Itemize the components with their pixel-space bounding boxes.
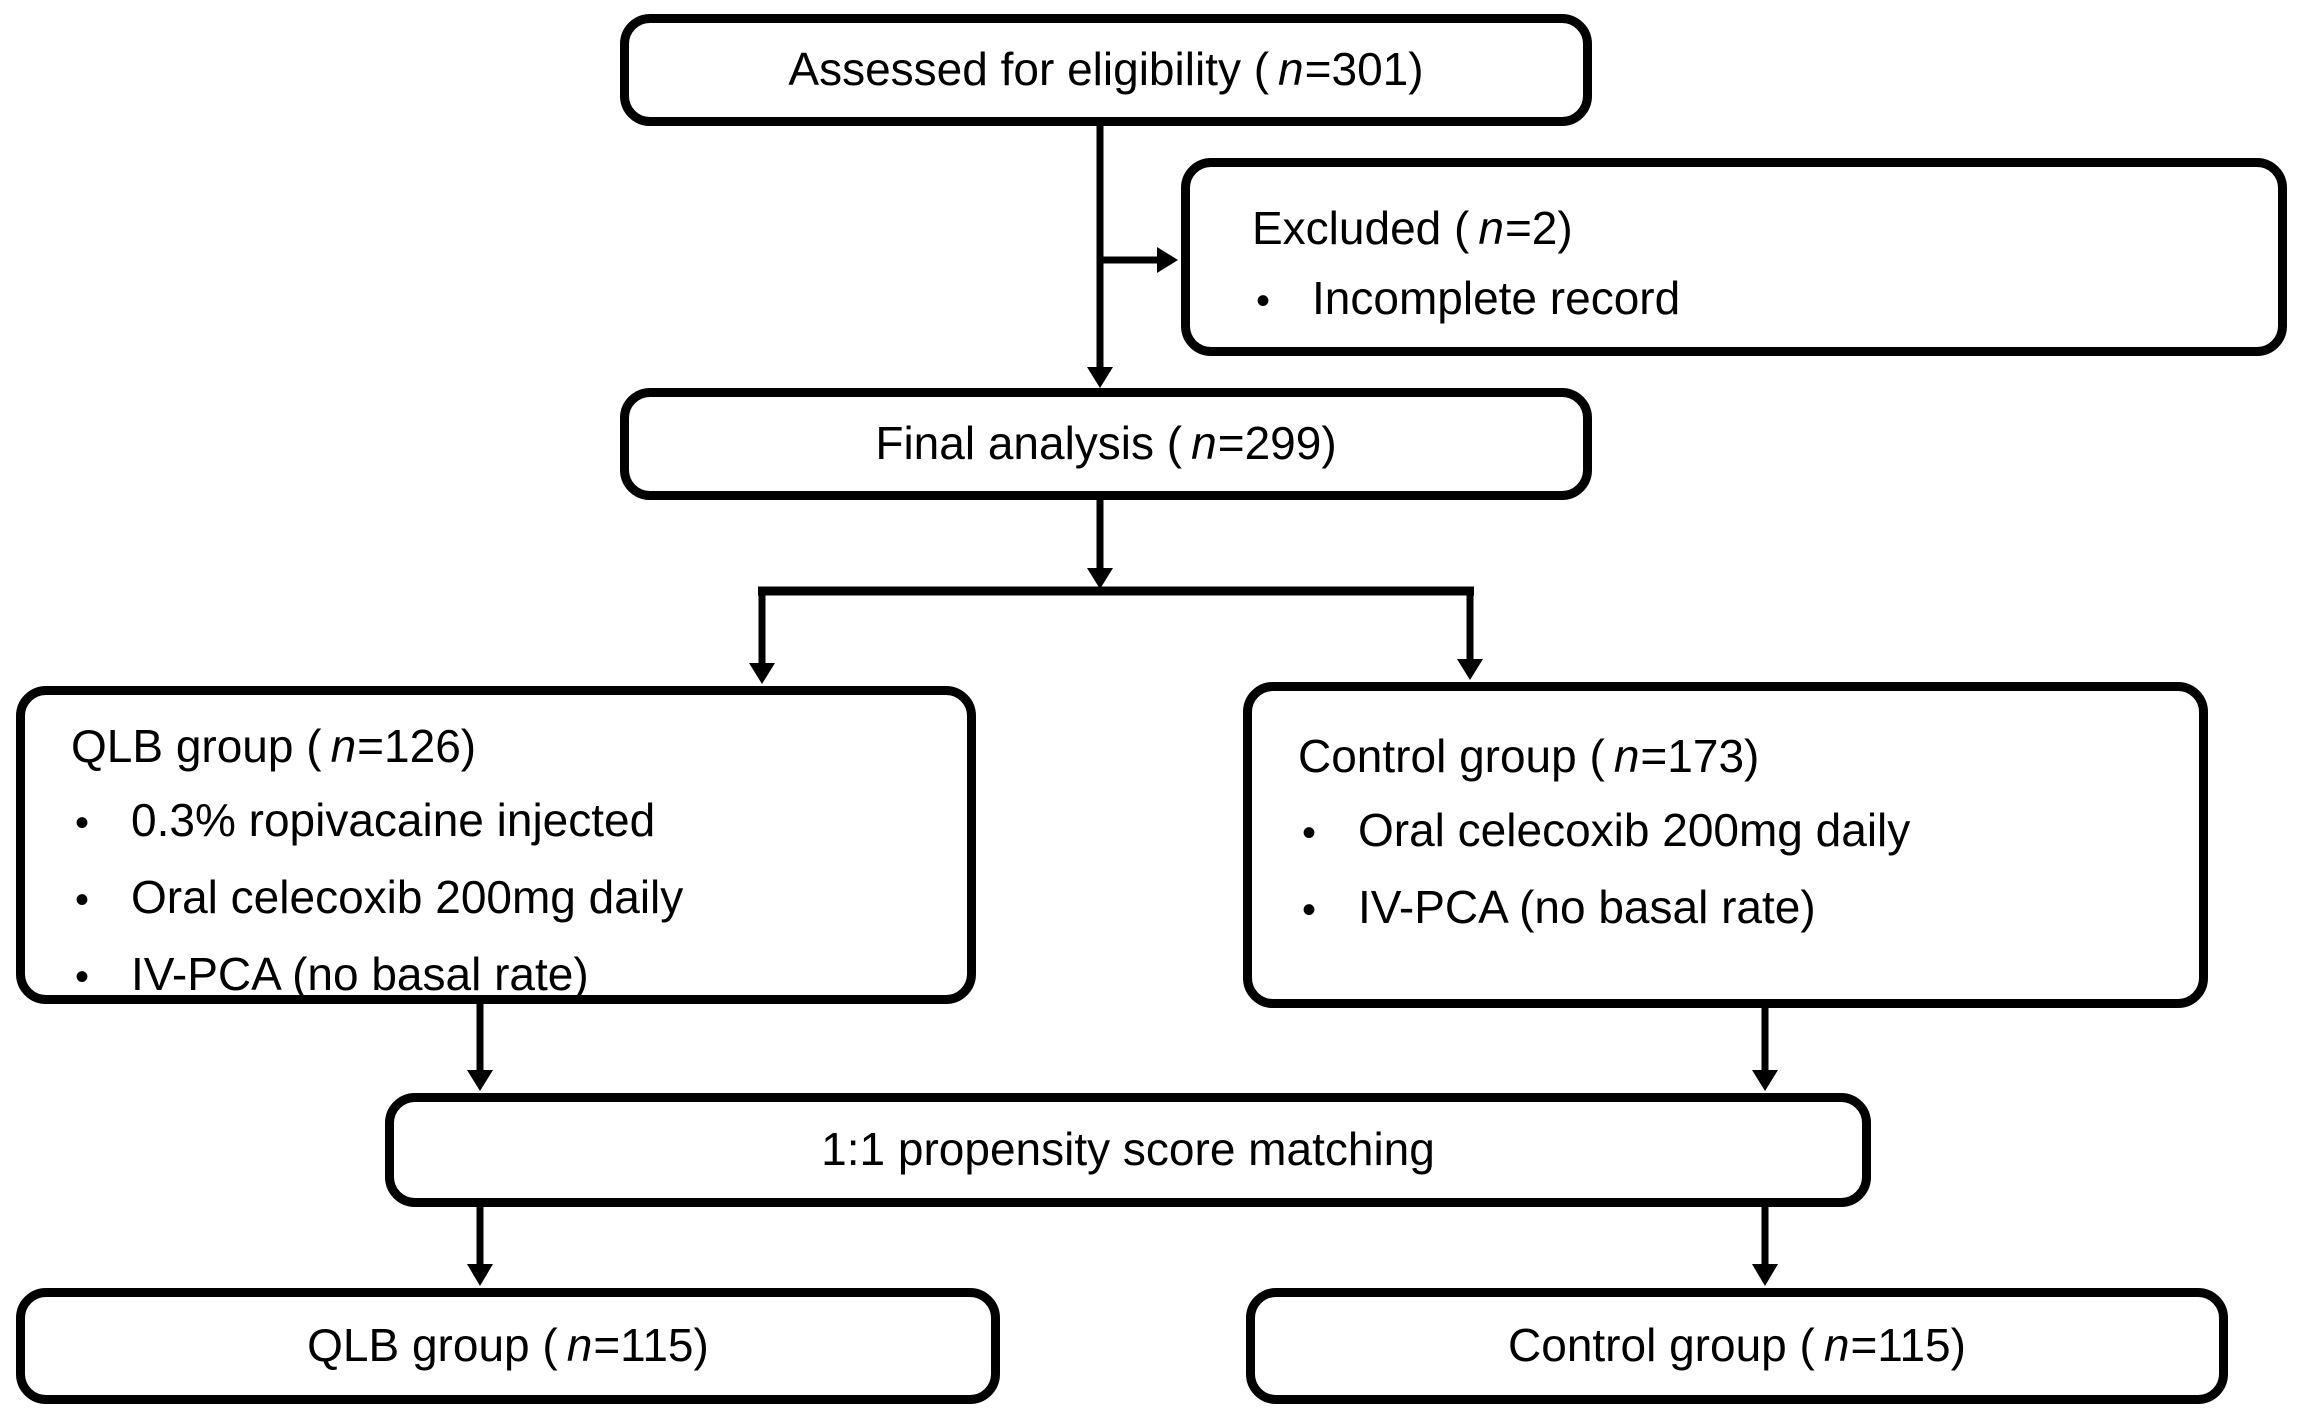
label-segment: Control group ( (1298, 730, 1605, 782)
box-label: Control group (n=115) (1508, 1318, 1966, 1373)
bullet-text: 0.3% ropivacaine injected (131, 794, 656, 846)
bullet-icon: • (1302, 811, 1317, 855)
label-segment: Final analysis ( (875, 417, 1183, 470)
arrow-qlb-to-matching-head (467, 1070, 493, 1091)
arrow-matching-to-qlb-head (467, 1264, 493, 1286)
n-symbol: n (330, 720, 357, 772)
box-title: Excluded (n=2) (1252, 193, 2262, 263)
label-segment: =301) (1304, 43, 1424, 96)
bullet-text: Oral celecoxib 200mg daily (1358, 804, 1911, 856)
label-segment: Excluded ( (1252, 202, 1470, 254)
label-segment: 1:1 propensity score matching (821, 1123, 1435, 1176)
box-final-analysis: Final analysis (n=299) (620, 388, 1592, 500)
bullet-icon: • (75, 878, 90, 922)
label-segment: =2) (1504, 202, 1573, 254)
bullet-text: IV-PCA (no basal rate) (131, 948, 589, 1000)
bullet-item: • Incomplete record (1252, 263, 2262, 336)
box-control-group: Control group (n=173) • Oral celecoxib 2… (1243, 682, 2208, 1008)
label-segment: =173) (1640, 730, 1760, 782)
box-control-group-matched: Control group (n=115) (1246, 1288, 2228, 1404)
bullet-icon: • (75, 801, 90, 845)
n-symbol: n (1191, 417, 1217, 470)
label-segment: =115) (1850, 1319, 1966, 1372)
box-label: Final analysis (n=299) (875, 416, 1336, 471)
arrow-matching-to-control-head (1752, 1264, 1778, 1286)
label-segment: =115) (593, 1319, 709, 1372)
n-symbol: n (1478, 202, 1504, 254)
arrow-assessed-to-final-head (1087, 367, 1113, 388)
bullet-item: • IV-PCA (no basal rate) (1298, 870, 2183, 947)
box-label: 1:1 propensity score matching (821, 1122, 1435, 1177)
arrow-to-excluded-head (1157, 247, 1178, 273)
label-segment: QLB group ( (71, 720, 322, 772)
n-symbol: n (1613, 730, 1640, 782)
label-segment: Assessed for eligibility ( (788, 43, 1270, 96)
box-qlb-group: QLB group (n=126) • 0.3% ropivacaine inj… (16, 686, 976, 1004)
box-title: Control group (n=173) (1298, 719, 2183, 793)
bullet-icon: • (1302, 888, 1317, 932)
bullet-text: Oral celecoxib 200mg daily (131, 871, 684, 923)
bullet-icon: • (75, 955, 90, 999)
bullet-icon: • (1256, 279, 1271, 323)
box-excluded: Excluded (n=2) • Incomplete record (1181, 158, 2287, 356)
n-symbol: n (566, 1319, 593, 1372)
n-symbol: n (1823, 1319, 1850, 1372)
arrow-split-to-control-head (1457, 659, 1483, 680)
bullet-item: • IV-PCA (no basal rate) (71, 937, 951, 1014)
bullet-item: • 0.3% ropivacaine injected (71, 783, 951, 860)
box-title: QLB group (n=126) (71, 709, 951, 783)
n-symbol: n (1278, 43, 1304, 96)
label-segment: =126) (357, 720, 477, 772)
arrow-final-to-split-head (1087, 568, 1113, 589)
bullet-text: Incomplete record (1312, 272, 1681, 324)
label-segment: QLB group ( (307, 1319, 558, 1372)
box-label: Assessed for eligibility (n=301) (788, 42, 1423, 97)
label-segment: Control group ( (1508, 1319, 1815, 1372)
bullet-item: • Oral celecoxib 200mg daily (1298, 793, 2183, 870)
arrow-control-to-matching-head (1752, 1070, 1778, 1091)
box-label: QLB group (n=115) (307, 1318, 709, 1373)
arrow-split-to-qlb-head (749, 663, 775, 684)
bullet-text: IV-PCA (no basal rate) (1358, 881, 1816, 933)
bullet-item: • Oral celecoxib 200mg daily (71, 860, 951, 937)
box-qlb-group-matched: QLB group (n=115) (16, 1288, 1000, 1404)
box-propensity-matching: 1:1 propensity score matching (385, 1093, 1871, 1207)
label-segment: =299) (1217, 417, 1337, 470)
box-assessed-eligibility: Assessed for eligibility (n=301) (620, 14, 1592, 126)
